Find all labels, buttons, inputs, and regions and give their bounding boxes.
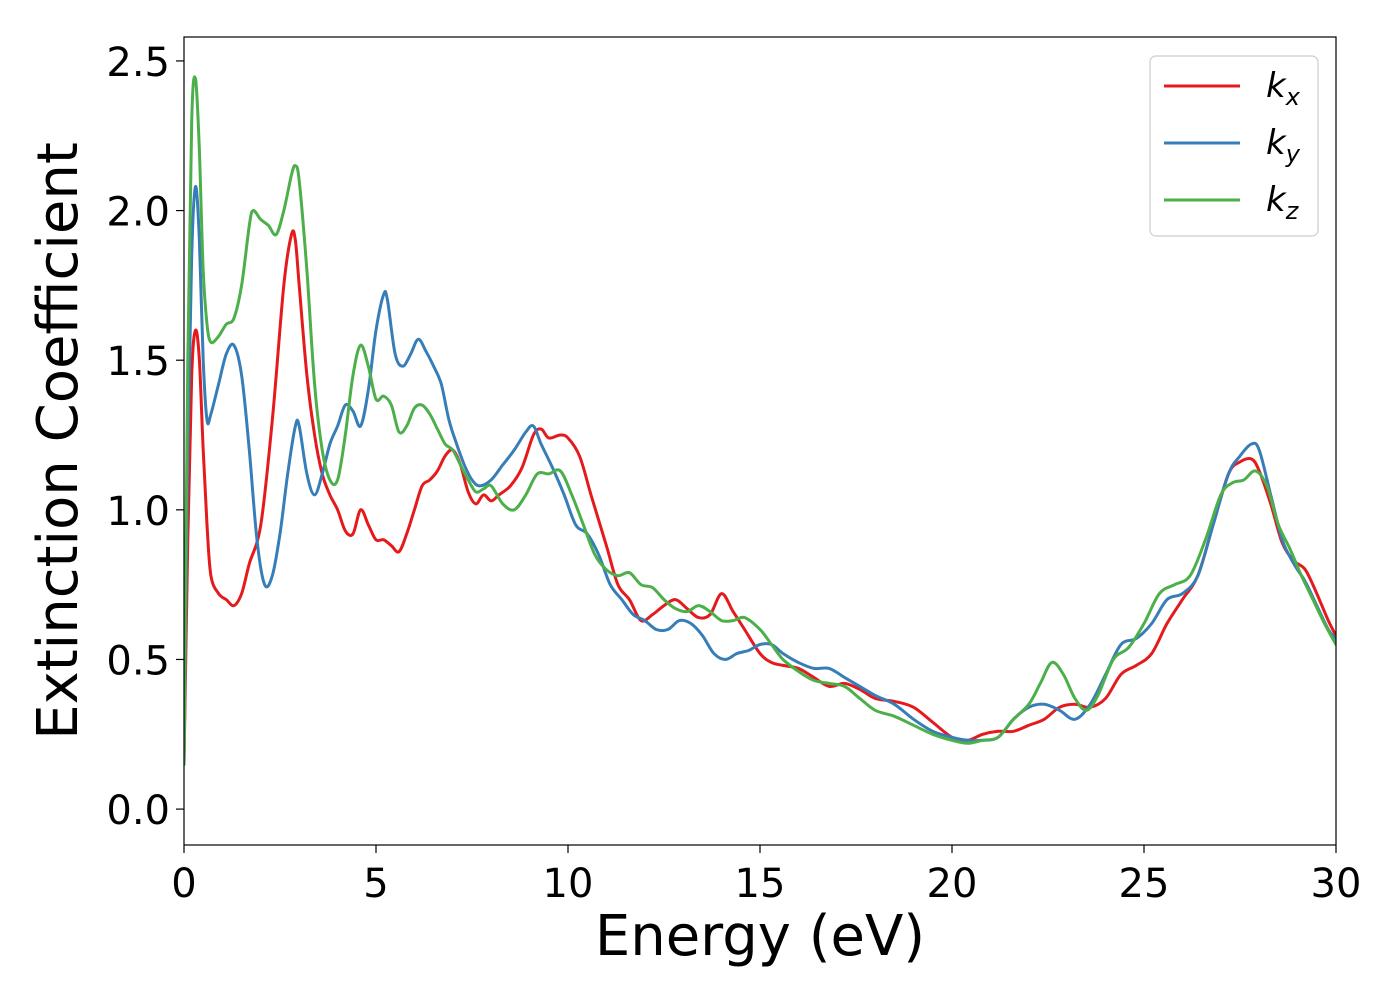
legend-symbol: k [1266,123,1287,163]
x-tick-label: 5 [363,861,388,907]
y-tick-label: 2.0 [106,190,170,236]
legend-subscript: y [1285,140,1301,168]
series-line-k-x [184,229,1336,766]
legend-box [1149,55,1319,237]
legend-label-k-y: ky [1266,123,1301,168]
x-tick-label: 20 [927,861,978,907]
y-tick-label: 1.0 [106,489,170,535]
y-axis-label: Extinction Coefficient [26,142,91,740]
legend-symbol: k [1266,66,1287,106]
legend-subscript: x [1285,83,1301,111]
x-axis-label: Energy (eV) [595,904,925,969]
legend-label-k-z: kz [1266,180,1300,225]
legend-subscript: z [1285,197,1300,225]
x-tick-label: 10 [543,861,594,907]
x-tick-label: 25 [1119,861,1170,907]
y-tick-label: 0.0 [106,788,170,834]
legend-label-k-x: kx [1266,66,1301,111]
x-tick-label: 15 [735,861,786,907]
y-tick-label: 2.5 [106,40,170,86]
x-tick-label: 0 [171,861,196,907]
legend-symbol: k [1266,180,1287,220]
series-line-k-z [184,75,1336,766]
x-axis: 0 5 10 15 20 25 30 [171,845,1361,907]
series-layer [184,75,1336,766]
y-tick-label: 0.5 [106,638,170,684]
y-axis: 0.0 0.5 1.0 1.5 2.0 2.5 [106,40,184,834]
y-tick-label: 1.5 [106,339,170,385]
x-tick-label: 30 [1311,861,1362,907]
